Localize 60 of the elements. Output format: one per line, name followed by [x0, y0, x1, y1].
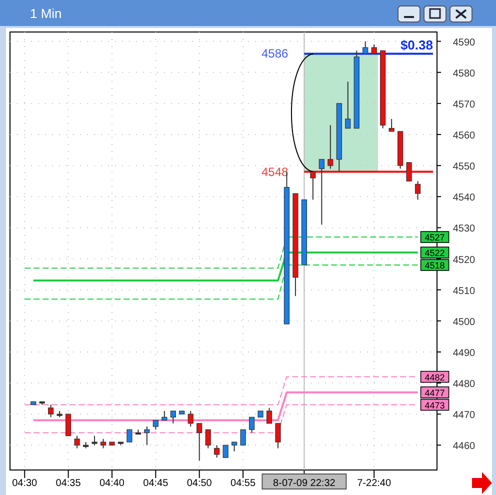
y-tick-label: 4490: [452, 348, 476, 359]
y-tick-label: 4590: [452, 37, 476, 48]
y-tick-label: 4500: [452, 316, 476, 328]
candlestick: [48, 404, 54, 418]
ref-line-label: 4586: [261, 46, 289, 61]
data-label: 4527: [424, 232, 445, 243]
candlestick: [92, 435, 98, 446]
candlestick: [135, 429, 141, 435]
candlestick: [152, 420, 158, 430]
candlestick: [196, 422, 202, 462]
candlestick: [100, 438, 106, 449]
candlestick: [345, 81, 351, 129]
x-tick-label: 04:30: [12, 478, 38, 489]
candlestick: [275, 422, 281, 449]
candlestick: [388, 118, 394, 132]
data-label: 4518: [424, 260, 445, 270]
candlestick: [248, 416, 255, 434]
y-tick-label: 4480: [452, 379, 476, 390]
y-tick-label: 4470: [452, 410, 476, 422]
candlestick: [188, 410, 194, 428]
candlestick: [318, 158, 324, 226]
y-tick-label: 4580: [452, 68, 476, 80]
candlestick: [170, 410, 176, 424]
candlestick: [222, 444, 228, 458]
candlestick: [214, 444, 220, 458]
candlestick: [371, 44, 377, 54]
candlestick: [162, 410, 168, 421]
data-label: 4482: [424, 372, 445, 382]
x-tick-label: 7-22:40: [357, 478, 392, 489]
candlestick: [362, 40, 368, 54]
y-tick-label: 4560: [452, 130, 476, 142]
data-label: 4522: [424, 248, 445, 258]
y-tick-label: 4520: [452, 254, 476, 266]
x-tick-label: 04:55: [230, 478, 256, 489]
candlestick: [328, 124, 334, 170]
candlestick: [205, 429, 211, 449]
x-tick-label: 04:35: [56, 478, 82, 489]
chart-title: 1 Min: [30, 6, 62, 21]
candlestick: [414, 180, 421, 200]
x-tick-label: 8-07-09 22:32: [273, 478, 336, 489]
ref-line-label: 4548: [261, 164, 289, 179]
y-tick-label: 4540: [452, 192, 476, 204]
candlestick: [232, 442, 238, 452]
x-tick-label: 04:40: [99, 478, 125, 489]
y-tick-label: 4510: [452, 286, 476, 297]
data-label: 4473: [424, 400, 445, 410]
x-tick-label: 04:45: [143, 478, 169, 489]
annotation: $0.38: [400, 38, 433, 53]
y-tick-label: 4550: [452, 162, 476, 173]
candlestick: [144, 426, 150, 446]
y-tick-label: 4570: [452, 99, 476, 110]
candlestick: [66, 414, 72, 436]
data-label: 4477: [424, 388, 445, 398]
candlestick: [126, 429, 132, 443]
candlestick: [266, 407, 272, 424]
y-tick-label: 4530: [452, 224, 476, 235]
candlestick: [74, 435, 80, 449]
x-tick-label: 04:50: [186, 478, 212, 489]
y-tick-label: 4460: [452, 441, 476, 452]
candlestick: [240, 429, 246, 446]
